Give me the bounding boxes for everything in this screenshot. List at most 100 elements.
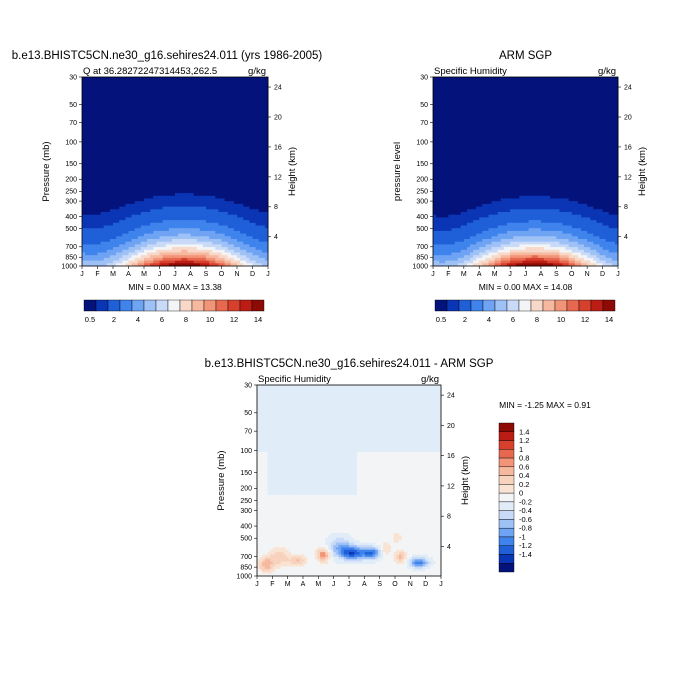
heatmap-cell [159, 114, 163, 118]
heatmap-cell [237, 203, 241, 207]
heatmap-cell [113, 136, 117, 140]
heatmap-cell [128, 182, 132, 186]
heatmap-cell [88, 247, 92, 251]
heatmap-cell [116, 125, 120, 129]
heatmap-cell [255, 176, 260, 180]
heatmap-cell [581, 98, 585, 102]
heatmap-cell [187, 106, 191, 110]
heatmap-cell [224, 209, 229, 213]
heatmap-cell [171, 79, 176, 83]
heatmap-cell [119, 247, 123, 251]
heatmap-cell [240, 168, 244, 172]
heatmap-cell [113, 106, 117, 110]
heatmap-cell [224, 247, 229, 251]
heatmap-cell [131, 236, 136, 240]
heatmap-cell [255, 114, 260, 118]
heatmap-cell [255, 120, 260, 124]
heatmap-cell [261, 174, 266, 178]
heatmap-cell [153, 79, 157, 83]
heatmap-cell [246, 87, 250, 91]
heatmap-cell [122, 98, 126, 102]
heatmap-cell [116, 209, 120, 213]
heatmap-cell [571, 106, 576, 110]
heatmap-cell [131, 106, 136, 110]
heatmap-cell [156, 79, 160, 83]
heatmap-cell [252, 90, 256, 94]
heatmap-cell [218, 128, 222, 132]
heatmap-cell [144, 255, 148, 259]
heatmap-cell [171, 144, 176, 148]
heatmap-cell [181, 163, 185, 167]
heatmap-cell [88, 101, 92, 105]
heatmap-cell [150, 203, 154, 207]
heatmap-cell [97, 209, 101, 213]
heatmap-cell [128, 187, 132, 191]
heatmap-cell [116, 249, 120, 253]
heatmap-cell [252, 168, 256, 172]
heatmap-cell [258, 112, 263, 116]
heatmap-cell [454, 77, 459, 81]
heatmap-cell [466, 93, 471, 97]
heatmap-cell [119, 244, 123, 248]
heatmap-cell [212, 106, 216, 110]
heatmap-cell [184, 257, 188, 261]
heatmap-cell [243, 117, 247, 121]
heatmap-cell [134, 109, 139, 113]
heatmap-cell [233, 193, 238, 197]
heatmap-cell [187, 77, 191, 81]
heatmap-cell [171, 82, 176, 86]
heatmap-cell [162, 244, 167, 248]
heatmap-cell [565, 106, 570, 110]
heatmap-cell [243, 93, 247, 97]
heatmap-cell [131, 141, 136, 145]
heatmap-cell [82, 147, 86, 151]
heatmap-cell [240, 247, 244, 251]
heatmap-cell [134, 193, 139, 197]
heatmap-cell [196, 79, 201, 83]
heatmap-cell [171, 149, 176, 153]
heatmap-cell [436, 87, 440, 91]
heatmap-cell [113, 168, 117, 172]
heatmap-cell [88, 149, 92, 153]
heatmap-cell [237, 182, 241, 186]
heatmap-cell [113, 222, 117, 226]
heatmap-cell [122, 158, 126, 162]
heatmap-cell [215, 220, 219, 224]
heatmap-cell [261, 182, 266, 186]
heatmap-cell [109, 217, 114, 221]
heatmap-cell [258, 179, 263, 183]
heatmap-cell [159, 195, 163, 199]
heatmap-cell [109, 85, 114, 89]
heatmap-cell [125, 187, 129, 191]
heatmap-cell [237, 239, 241, 243]
heatmap-cell [237, 214, 241, 218]
heatmap-cell [199, 185, 204, 189]
heatmap-cell [106, 171, 111, 175]
heatmap-cell [116, 136, 120, 140]
heatmap-cell [215, 90, 219, 94]
heatmap-cell [150, 106, 154, 110]
heatmap-cell [106, 187, 111, 191]
heatmap-cell [159, 193, 163, 197]
heatmap-cell [436, 106, 440, 110]
heatmap-cell [574, 85, 579, 89]
heatmap-cell [88, 187, 92, 191]
heatmap-cell [162, 85, 167, 89]
heatmap-cell [122, 176, 126, 180]
heatmap-cell [97, 163, 101, 167]
heatmap-cell [218, 163, 222, 167]
heatmap-cell [608, 104, 613, 108]
heatmap-cell [255, 85, 260, 89]
heatmap-cell [190, 112, 194, 116]
heatmap-cell [85, 225, 89, 229]
heatmap-cell [82, 155, 86, 159]
heatmap-cell [246, 168, 250, 172]
heatmap-cell [91, 214, 95, 218]
heatmap-cell [153, 77, 157, 81]
heatmap-cell [562, 101, 566, 105]
heatmap-cell [100, 201, 105, 205]
heatmap-cell [196, 217, 201, 221]
heatmap-cell [150, 93, 154, 97]
heatmap-cell [125, 120, 129, 124]
heatmap-cell [240, 241, 244, 245]
